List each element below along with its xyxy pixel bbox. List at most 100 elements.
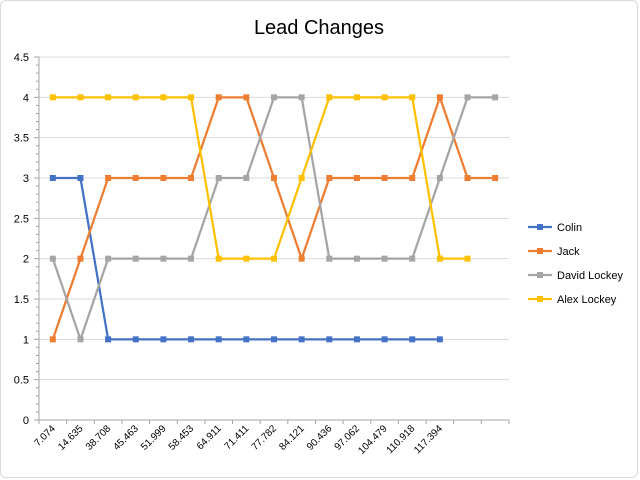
y-tick-label: 1 — [23, 334, 29, 346]
data-point — [243, 175, 250, 181]
series-0 — [49, 175, 443, 343]
data-point — [353, 94, 360, 101]
data-point — [353, 255, 360, 262]
data-point — [160, 94, 167, 101]
data-point — [49, 175, 56, 181]
x-tick-label: 117.394 — [412, 423, 445, 456]
legend-label: David Lockey — [557, 270, 624, 282]
data-point — [381, 336, 388, 343]
data-point — [409, 255, 416, 262]
data-point — [132, 175, 139, 181]
y-tick-label: 2 — [23, 254, 29, 266]
y-tick-label: 0.5 — [14, 375, 29, 387]
data-point — [215, 336, 222, 343]
data-point — [298, 336, 305, 343]
data-point — [409, 336, 416, 343]
data-point — [436, 94, 443, 101]
x-tick-label: 7.074 — [32, 423, 58, 449]
data-point — [492, 175, 499, 181]
x-tick-label: 14.635 — [56, 423, 86, 453]
data-point — [409, 175, 416, 181]
x-tick-label: 104.479 — [356, 423, 390, 457]
axes — [34, 56, 510, 424]
legend-item: Jack — [528, 246, 580, 258]
data-point — [132, 94, 139, 101]
data-point — [436, 336, 443, 343]
x-tick-label: 64.911 — [195, 423, 224, 452]
data-point — [160, 336, 167, 343]
data-point — [298, 255, 305, 262]
x-tick-label: 45.463 — [111, 423, 141, 453]
data-point — [243, 255, 250, 262]
data-point — [271, 94, 277, 101]
data-point — [381, 255, 388, 262]
data-point — [326, 175, 333, 181]
data-point — [353, 175, 360, 181]
plot-series — [49, 94, 499, 343]
legend-label: Alex Lockey — [557, 294, 617, 306]
data-point — [271, 175, 277, 181]
legend-label: Colin — [557, 222, 582, 234]
data-point — [326, 255, 333, 262]
data-point — [381, 175, 388, 181]
x-tick-label: 90.436 — [305, 423, 335, 453]
data-point — [298, 94, 305, 101]
data-point — [77, 255, 84, 262]
data-point — [77, 336, 84, 343]
legend-swatch-marker — [537, 224, 543, 230]
data-point — [271, 336, 277, 343]
series-2 — [49, 94, 499, 343]
data-point — [77, 94, 84, 101]
data-point — [243, 336, 250, 343]
data-point — [464, 255, 471, 262]
y-tick-label: 2.5 — [14, 213, 29, 225]
data-point — [188, 336, 195, 343]
y-tick-label: 1.5 — [14, 294, 29, 306]
legend-swatch-marker — [537, 296, 543, 302]
legend-item: Colin — [528, 222, 582, 234]
data-point — [188, 94, 195, 101]
data-point — [464, 175, 471, 181]
x-tick-label: 58.453 — [167, 423, 197, 453]
x-tick-label: 51.999 — [139, 423, 169, 453]
data-point — [49, 336, 56, 343]
data-point — [132, 336, 139, 343]
x-tick-label: 84.121 — [277, 423, 307, 453]
data-point — [77, 175, 84, 181]
data-point — [464, 94, 471, 101]
data-point — [105, 94, 112, 101]
data-point — [49, 94, 56, 101]
y-tick-label: 3.5 — [14, 133, 29, 145]
data-point — [215, 255, 222, 262]
data-point — [271, 255, 277, 262]
legend-item: David Lockey — [528, 270, 624, 282]
series-3 — [49, 94, 471, 262]
data-point — [298, 175, 305, 181]
data-point — [492, 94, 499, 101]
y-axis-tick-labels: 0 0.5 1 1.5 2 2.5 3 3.5 4 4.5 — [14, 52, 29, 427]
y-tick-label: 3 — [23, 173, 29, 185]
data-point — [49, 255, 56, 262]
legend: Colin Jack David Lockey Alex Lockey — [528, 222, 624, 306]
x-axis-tick-labels: 7.07414.63538.70845.46351.99958.45364.91… — [32, 423, 445, 457]
y-tick-label: 4 — [23, 92, 29, 104]
data-point — [243, 94, 250, 101]
data-point — [436, 175, 443, 181]
data-point — [188, 175, 195, 181]
data-point — [215, 94, 222, 101]
data-point — [381, 94, 388, 101]
x-tick-label: 38.708 — [84, 423, 114, 453]
chart-title: Lead Changes — [254, 17, 384, 39]
data-point — [105, 336, 112, 343]
series-line — [52, 96, 468, 260]
data-point — [409, 94, 416, 101]
legend-swatch-marker — [537, 272, 543, 278]
data-point — [105, 175, 112, 181]
data-point — [105, 255, 112, 262]
y-tick-label: 0 — [23, 415, 29, 427]
gridlines — [39, 56, 509, 381]
x-tick-label: 110.918 — [385, 423, 418, 456]
data-point — [326, 336, 333, 343]
